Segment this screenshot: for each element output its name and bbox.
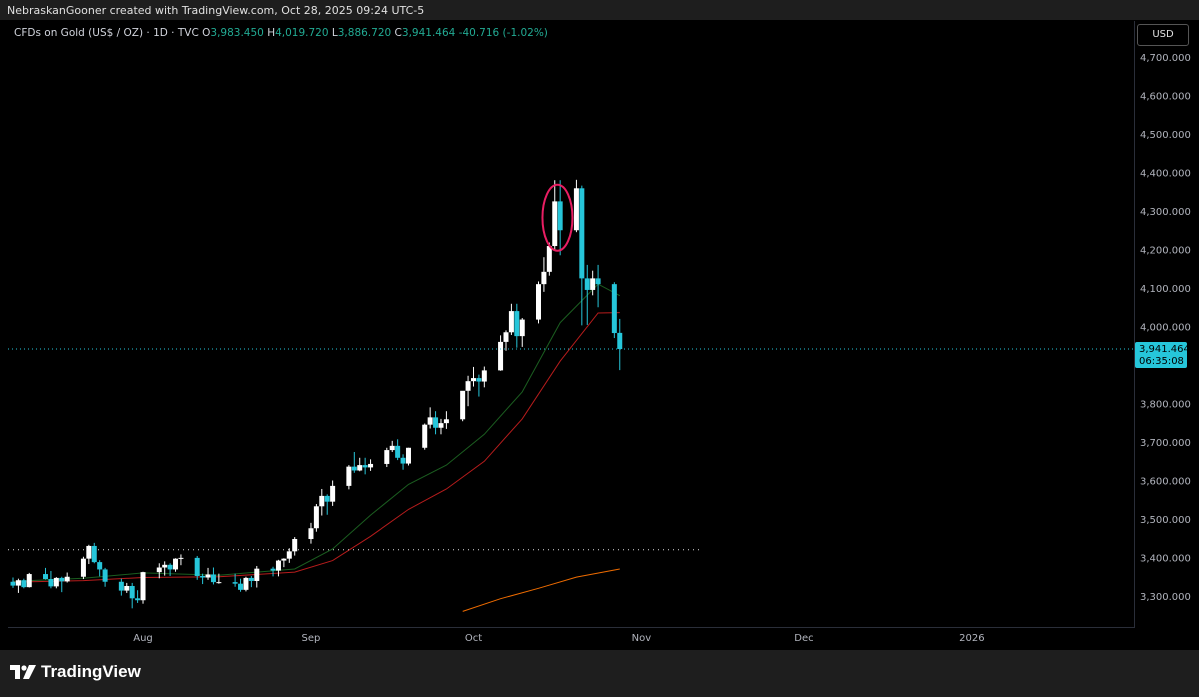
attribution-bar: NebraskanGooner created with TradingView… [0,0,1199,20]
close-label: C [394,27,402,39]
change-value: -40.716 (-1.02%) [458,27,548,39]
close-value: 3,941.464 [401,27,456,39]
price-axis[interactable] [1134,21,1199,628]
currency-button[interactable]: USD [1137,24,1189,46]
chart-frame[interactable] [8,21,1199,627]
open-label: O [202,27,211,39]
time-axis[interactable] [8,627,1134,650]
attribution-text: NebraskanGooner created with TradingView… [7,4,425,17]
symbol-legend: CFDs on Gold (US$ / OZ) · 1D · TVC O3,98… [14,27,548,39]
brand-name: TradingView [41,662,141,681]
high-value: 4,019.720 [275,27,329,39]
open-value: 3,983.450 [210,27,264,39]
footer-bar [0,650,1199,697]
low-value: 3,886.720 [337,27,392,39]
tradingview-icon [10,665,36,679]
tradingview-logo: TradingView [10,662,141,682]
high-label: H [267,27,276,39]
low-label: L [331,27,338,39]
symbol-name: CFDs on Gold (US$ / OZ) · 1D · TVC [14,27,199,39]
